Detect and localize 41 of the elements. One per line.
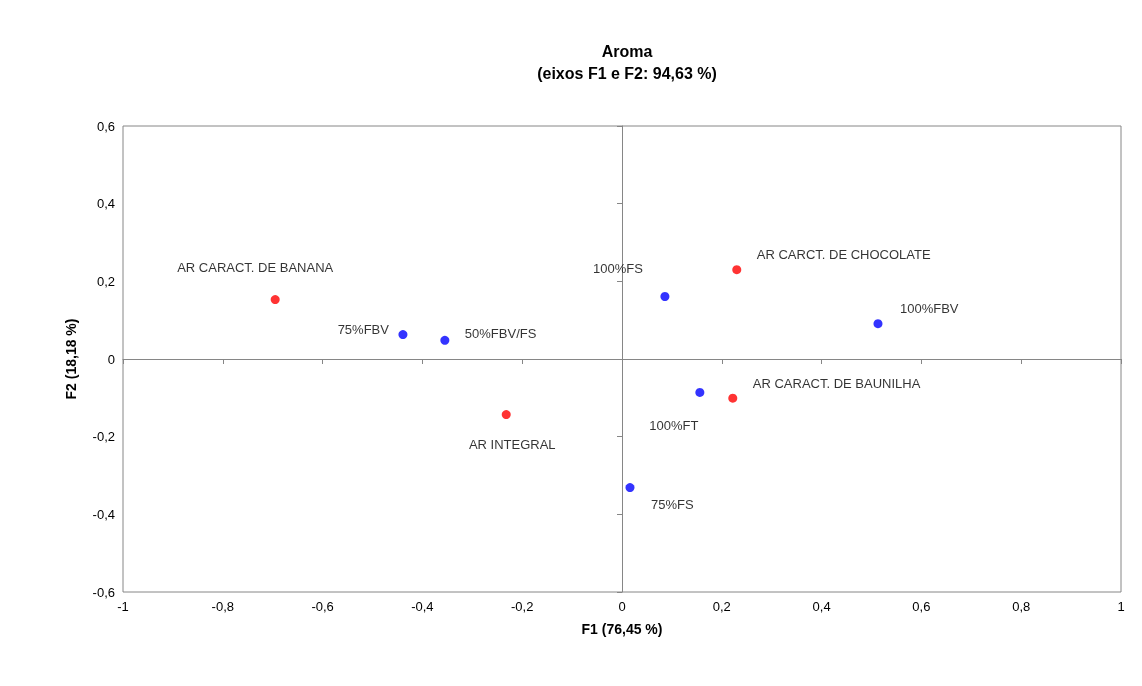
- point: [873, 319, 883, 329]
- y-tick-label: 0,2: [96, 273, 115, 289]
- x-tick-label: 0,6: [912, 599, 931, 614]
- annotation: 100%FT: [649, 417, 699, 433]
- point: [660, 291, 670, 301]
- y-tick-label: 0,6: [96, 118, 115, 134]
- y-tick-label: -0,4: [92, 506, 115, 522]
- annotation: AR CARCT. DE CHOCOLATE: [756, 247, 931, 263]
- x-tick-label: 0,8: [1012, 599, 1031, 614]
- point: [695, 387, 705, 397]
- annotation: 75%FS: [650, 497, 694, 513]
- annotation: 100%FBV: [899, 301, 959, 317]
- annotation: AR CARACT. DE BAUNILHA: [752, 375, 921, 391]
- point: [398, 330, 408, 340]
- annotation: 75%FBV: [337, 322, 390, 338]
- x-tick-label: 1: [1117, 599, 1125, 614]
- annotation: AR INTEGRAL: [468, 437, 556, 453]
- x-tick-label: -0,8: [211, 599, 234, 614]
- x-tick-label: -0,2: [511, 599, 534, 614]
- y-tick-label: 0: [107, 351, 115, 367]
- point: [440, 335, 450, 345]
- y-axis-title: F2 (18,18 %): [63, 318, 79, 400]
- x-tick-label: -0,4: [411, 599, 434, 614]
- point: [270, 295, 280, 305]
- chart-title: Aroma: [601, 42, 653, 60]
- annotation: AR CARACT. DE BANANA: [177, 260, 334, 276]
- x-tick-label: 0,4: [812, 599, 831, 614]
- x-tick-label: 0,2: [712, 599, 731, 614]
- x-axis-title: F1 (76,45 %): [581, 621, 663, 637]
- point: [625, 483, 635, 493]
- y-tick-label: 0,4: [96, 196, 115, 212]
- annotation: 50%FBV/FS: [464, 325, 537, 341]
- point: [501, 410, 511, 420]
- x-tick-label: -1: [117, 599, 129, 614]
- point: [732, 265, 742, 275]
- y-tick-label: -0,6: [92, 584, 115, 600]
- x-tick-label: 0: [618, 599, 626, 614]
- y-tick-label: -0,2: [92, 429, 115, 445]
- point: [728, 393, 738, 403]
- chart-subtitle: (eixos F1 e F2: 94,63 %): [537, 64, 717, 82]
- x-tick-label: -0,6: [311, 599, 334, 614]
